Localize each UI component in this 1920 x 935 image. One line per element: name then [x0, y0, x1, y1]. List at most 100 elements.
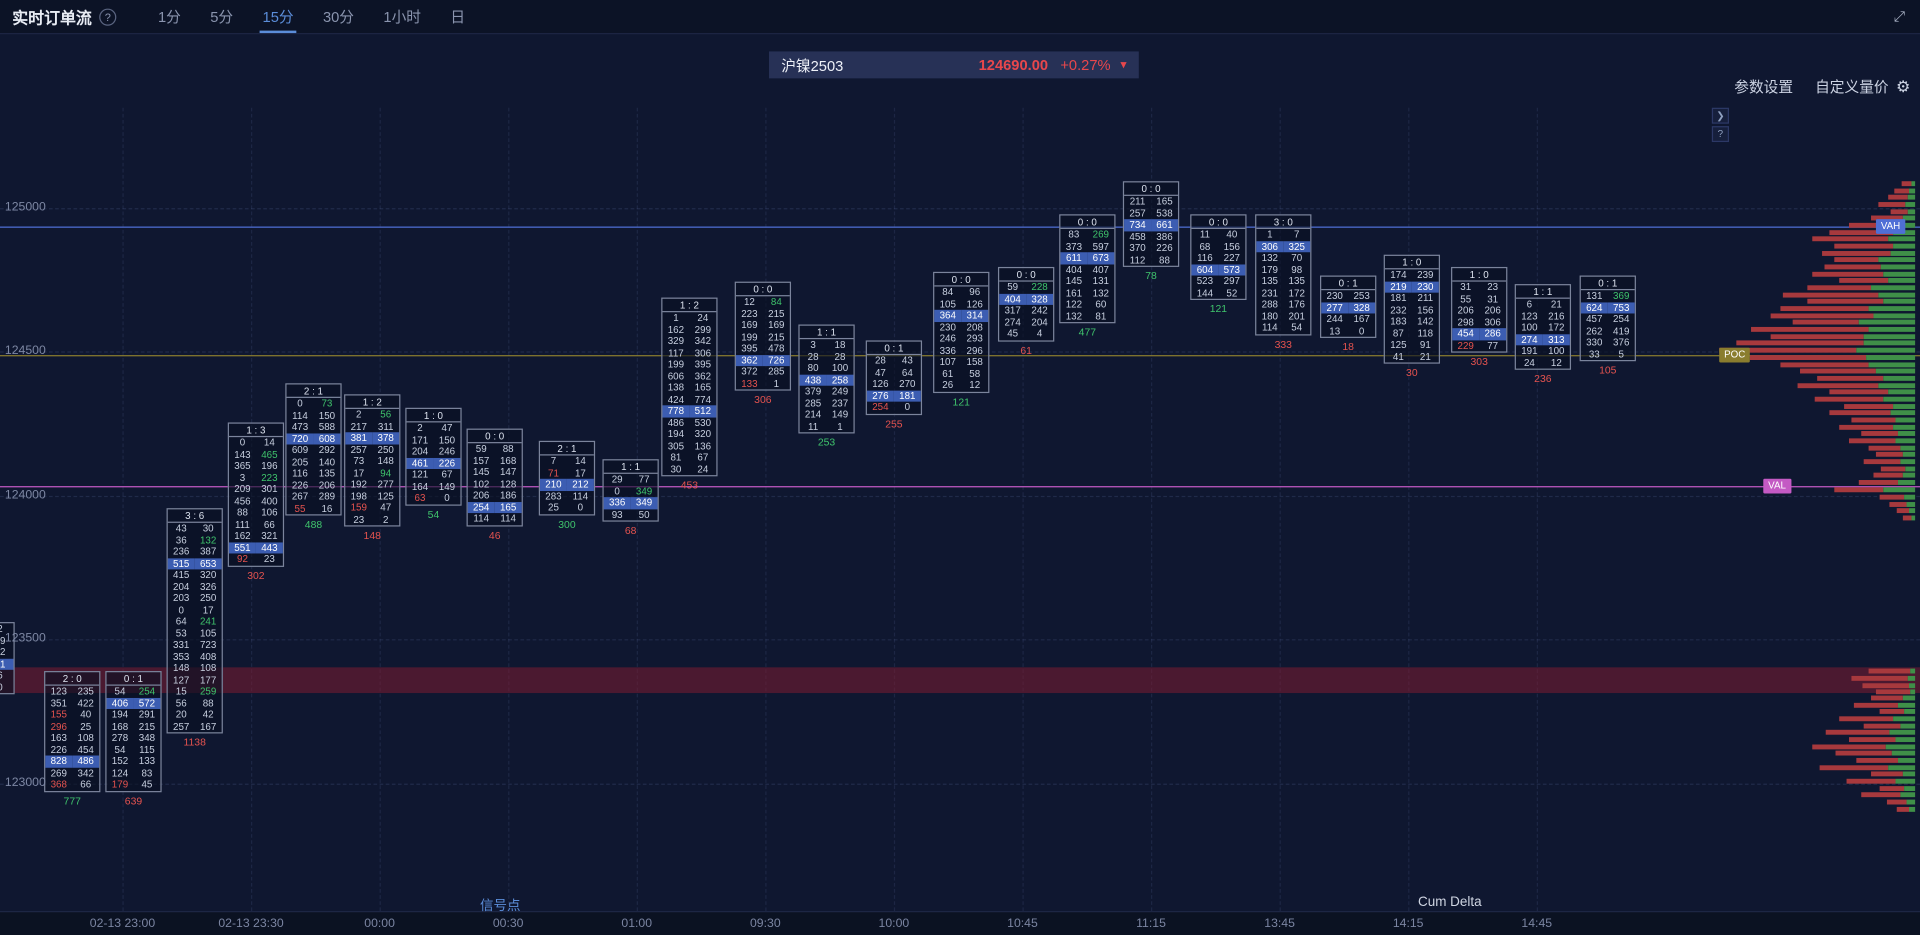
price-row: 219 230 [1384, 281, 1439, 293]
volume-profile-bar [1800, 368, 1916, 374]
bid-volume: 135 [1261, 275, 1278, 287]
level-label-poc[interactable]: POC [1719, 347, 1751, 363]
sell-volume-bar [1889, 502, 1907, 507]
price-row: 198 125 [345, 490, 399, 502]
ask-volume: 150 [318, 409, 336, 421]
price-row: 2 47 [407, 422, 461, 434]
ask-volume: 14 [263, 437, 275, 449]
footprint-column: 1 : 3 0 14 143 465 365 196 3 223 209 301 456 400 88 10… [227, 422, 285, 581]
column-delta: 777 [63, 794, 81, 807]
panel-help-button[interactable]: ? [1711, 126, 1729, 143]
buy-volume-bar [1888, 277, 1916, 283]
column-imbalance-header: 1 : 2 [345, 396, 400, 409]
ask-volume: 0 [1358, 325, 1365, 337]
buy-volume-bar [1906, 799, 1916, 805]
column-imbalance-header: 1 : 0 [1452, 268, 1507, 282]
ask-volume: 259 [199, 685, 217, 697]
price-row: 606 362 [662, 370, 716, 382]
volume-profile-bar [1901, 181, 1916, 187]
sell-volume-bar [1829, 230, 1894, 236]
contract-selector[interactable]: 沪镍2503 124690.00 +0.27% ▾ [768, 51, 1139, 79]
buy-volume-bar [1890, 251, 1916, 256]
bid-volume: 230 [939, 321, 956, 333]
bid-volume: 456 [234, 495, 251, 507]
ask-volume: 348 [138, 732, 156, 744]
ask-volume: 126 [966, 298, 983, 310]
fullscreen-icon[interactable]: ⤢ [1893, 7, 1906, 25]
bid-volume: 473 [291, 421, 309, 433]
help-icon[interactable]: ? [99, 7, 117, 26]
buy-volume-bar [1885, 744, 1916, 750]
bid-volume: 404 [999, 293, 1027, 305]
bid-volume: 285 [804, 397, 822, 409]
bid-volume: 232 [1390, 304, 1407, 316]
column-delta: 46 [488, 528, 501, 541]
ask-volume: 17 [574, 467, 586, 479]
buy-volume-bar [1902, 771, 1916, 777]
level-label-val[interactable]: VAL [1763, 478, 1791, 494]
buy-volume-bar [1897, 480, 1916, 485]
timeframe-tab[interactable]: 1分 [157, 8, 181, 26]
sell-volume-bar [1839, 716, 1894, 722]
bid-volume: 288 [1261, 298, 1278, 310]
price-row: 180 201 [1256, 310, 1310, 322]
ask-volume: 108 [199, 662, 217, 674]
volume-profile-bar [1834, 243, 1916, 249]
custom-volume-button[interactable]: 自定义量价 [1815, 78, 1889, 96]
timeframe-tab[interactable]: 15分 [248, 0, 308, 34]
price-row: 92 23 [229, 553, 283, 565]
footprint-column: 3 : 6 43 30 36 132 236 387 515 653 415 320 204 326 20… [166, 508, 223, 748]
volume-profile-bar [1890, 209, 1916, 215]
timeframe-tab[interactable]: 5分 [210, 8, 234, 26]
ask-volume: 313 [1542, 333, 1570, 346]
panel-collapse-button[interactable]: ❯ [1711, 107, 1729, 124]
column-imbalance-header: 1 : 0 [406, 409, 461, 423]
gear-icon[interactable]: ⚙ [1895, 76, 1911, 95]
bid-volume: 116 [1197, 252, 1213, 264]
price-row: 2 56 [345, 409, 399, 421]
bid-volume: 199 [667, 358, 685, 370]
ask-volume: 250 [199, 592, 217, 604]
ask-volume: 314 [961, 309, 989, 322]
bid-volume: 277 [1321, 301, 1349, 314]
bid-volume: 370 [1129, 242, 1146, 254]
timeframe-tab[interactable]: 1小时 [383, 8, 421, 26]
column-cells: 1 : 0 31 23 55 31 206 206 298 306 454 286 229 77 [1451, 266, 1508, 353]
buy-volume-bar [1900, 723, 1916, 729]
buy-volume-bar [1893, 243, 1916, 249]
ask-volume: 223 [261, 472, 278, 484]
timeframe-tab[interactable]: 日 [450, 8, 466, 26]
buy-volume-bar [1878, 383, 1916, 389]
ask-volume: 572 [133, 697, 161, 709]
column-imbalance-header: 3 : 0 [1256, 216, 1311, 229]
bid-volume: 244 [1326, 313, 1343, 325]
column-delta: 488 [304, 517, 323, 531]
price-row: 486 530 [662, 417, 716, 429]
price-row: 122 60 [1060, 299, 1114, 311]
bid-volume: 194 [111, 708, 129, 721]
price-row: 55 31 [1452, 293, 1506, 305]
level-label-vah[interactable]: VAH [1875, 219, 1906, 234]
bid-volume: 406 [106, 697, 134, 709]
price-row: 0 14 [229, 437, 283, 449]
ask-volume: 349 [635, 485, 653, 497]
time-gridline [1279, 107, 1281, 912]
bid-volume: 778 [662, 405, 690, 417]
chevron-down-icon: ▾ [1120, 58, 1127, 72]
bid-volume: 274 [1515, 333, 1543, 346]
timeframe-tab[interactable]: 30分 [322, 8, 355, 26]
sell-volume-bar [1901, 181, 1912, 187]
page-title: 实时订单流 [12, 8, 92, 27]
ask-volume: 81 [0, 658, 14, 670]
price-row: 132 70 [1256, 252, 1310, 264]
volume-profile-bar [1902, 515, 1916, 521]
signal-point-label[interactable]: 信号点 [480, 898, 521, 914]
price-row: 54 115 [107, 744, 161, 756]
volume-profile-bar [1863, 723, 1916, 729]
column-cells: 1 : 0 2 47 171 150 204 246 461 226 121 67 164 149 63 0 [405, 407, 462, 506]
ask-volume: 407 [1092, 263, 1109, 275]
price-row: 83 269 [1060, 229, 1114, 241]
bid-volume: 515 [167, 557, 195, 570]
bid-volume: 194 [667, 428, 685, 440]
settings-button[interactable]: 参数设置 [1734, 78, 1794, 96]
